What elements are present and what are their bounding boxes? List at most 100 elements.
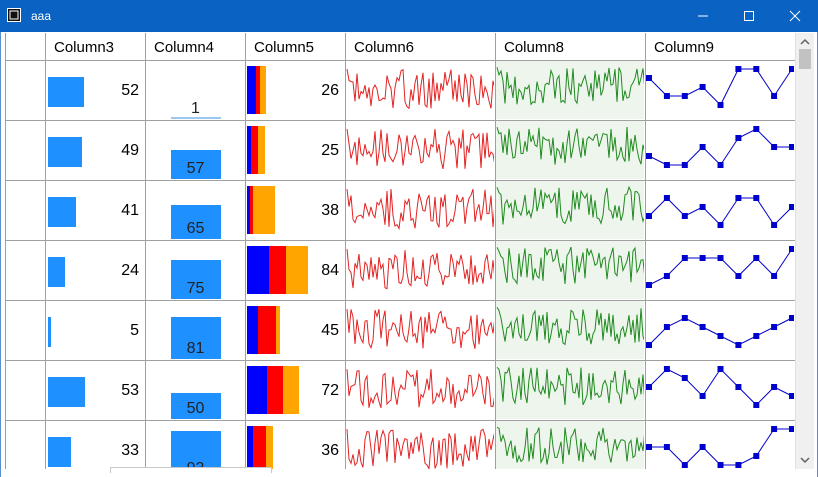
column-header-column8[interactable]: Column8	[496, 33, 646, 61]
column9-line	[648, 368, 793, 406]
column9-marker	[681, 162, 688, 168]
row-header[interactable]	[6, 61, 46, 121]
cell-column8[interactable]	[496, 121, 646, 181]
cell-column3[interactable]: 53	[46, 361, 146, 421]
cell-column5[interactable]: 72	[246, 361, 346, 421]
cell-column5[interactable]: 38	[246, 181, 346, 241]
row-header[interactable]	[6, 421, 46, 469]
column8-sparkline-line	[496, 365, 644, 406]
cell-column4[interactable]: 1	[146, 61, 246, 121]
cell-column8[interactable]	[496, 301, 646, 361]
cell-column9[interactable]	[646, 181, 796, 241]
close-icon	[789, 10, 801, 22]
column9-marker	[663, 324, 670, 330]
column9-line-chart	[646, 246, 794, 288]
column9-marker	[735, 384, 742, 390]
row-header[interactable]	[6, 241, 46, 301]
column3-bar	[48, 137, 82, 167]
cell-column5[interactable]: 45	[246, 301, 346, 361]
horizontal-scroll-thumb[interactable]	[110, 467, 272, 473]
column9-marker	[663, 444, 670, 450]
column8-sparkline-line	[496, 126, 644, 165]
cell-column6[interactable]	[346, 301, 496, 361]
column9-line-chart	[646, 366, 794, 408]
cell-column6[interactable]	[346, 361, 496, 421]
cell-column3[interactable]: 5	[46, 301, 146, 361]
row-header[interactable]	[6, 361, 46, 421]
scroll-thumb[interactable]	[799, 49, 811, 69]
cell-column5[interactable]: 25	[246, 121, 346, 181]
column8-sparkline-line	[496, 185, 644, 225]
column8-area-fill	[496, 181, 644, 239]
row-header-corner[interactable]	[6, 33, 46, 61]
column5-value: 25	[321, 142, 339, 159]
column9-marker	[699, 84, 706, 90]
maximize-icon	[744, 11, 754, 21]
column5-value: 72	[321, 382, 339, 399]
data-grid[interactable]: Column3 Column4 Column5 Column6 Column8 Colum…	[5, 33, 796, 469]
cell-column9[interactable]	[646, 241, 796, 301]
maximize-button[interactable]	[726, 0, 772, 32]
column6-sparkline-line	[346, 309, 494, 350]
scroll-up-icon[interactable]	[796, 35, 814, 49]
cell-column4[interactable]: 75	[146, 241, 246, 301]
cell-column9[interactable]	[646, 121, 796, 181]
cell-column6[interactable]	[346, 181, 496, 241]
cell-column8[interactable]	[496, 241, 646, 301]
row-header[interactable]	[6, 301, 46, 361]
column9-line	[648, 317, 793, 346]
cell-column3[interactable]: 41	[46, 181, 146, 241]
cell-column4[interactable]: 50	[146, 361, 246, 421]
cell-column6[interactable]	[346, 421, 496, 469]
cell-column9[interactable]	[646, 421, 796, 469]
column9-marker	[789, 66, 794, 72]
cell-column8[interactable]	[496, 421, 646, 469]
cell-column6[interactable]	[346, 121, 496, 181]
column6-sparkline-line	[346, 188, 494, 231]
column9-marker	[699, 393, 706, 399]
cell-column8[interactable]	[496, 61, 646, 121]
cell-column4[interactable]: 57	[146, 121, 246, 181]
cell-column5[interactable]: 36	[246, 421, 346, 469]
cell-column4[interactable]: 81	[146, 301, 246, 361]
vertical-scrollbar[interactable]	[795, 33, 814, 469]
column9-line-chart	[646, 315, 794, 348]
column-header-column6[interactable]: Column6	[346, 33, 496, 61]
cell-column5[interactable]: 26	[246, 61, 346, 121]
minimize-button[interactable]	[680, 0, 726, 32]
column9-marker	[681, 462, 688, 468]
cell-column3[interactable]: 49	[46, 121, 146, 181]
cell-column3[interactable]: 24	[46, 241, 146, 301]
column8-sparkline-line	[496, 307, 644, 346]
column9-marker	[681, 375, 688, 381]
cell-column9[interactable]	[646, 361, 796, 421]
row-header[interactable]	[6, 121, 46, 181]
cell-column6[interactable]	[346, 61, 496, 121]
column6-sparkline	[346, 249, 494, 290]
close-button[interactable]	[772, 0, 818, 32]
column-header-column4[interactable]: Column4	[146, 33, 246, 61]
column9-marker	[735, 273, 742, 279]
cell-column4[interactable]: 65	[146, 181, 246, 241]
column9-line-chart	[646, 195, 794, 228]
column9-marker	[681, 213, 688, 219]
column5-value: 38	[321, 202, 339, 219]
column5-segment-red	[256, 66, 260, 114]
scroll-down-icon[interactable]	[796, 453, 814, 467]
column9-marker	[753, 333, 760, 339]
cell-column5[interactable]: 84	[246, 241, 346, 301]
column3-value: 49	[121, 142, 139, 159]
row-header[interactable]	[6, 181, 46, 241]
cell-column6[interactable]	[346, 241, 496, 301]
column-header-column9[interactable]: Column9	[646, 33, 796, 61]
column-header-column5[interactable]: Column5	[246, 33, 346, 61]
cell-column3[interactable]: 52	[46, 61, 146, 121]
cell-column3[interactable]: 33	[46, 421, 146, 469]
column9-line-chart	[646, 426, 794, 468]
cell-column8[interactable]	[496, 361, 646, 421]
cell-column8[interactable]	[496, 181, 646, 241]
cell-column9[interactable]	[646, 61, 796, 121]
cell-column4[interactable]: 93	[146, 421, 246, 469]
column-header-column3[interactable]: Column3	[46, 33, 146, 61]
cell-column9[interactable]	[646, 301, 796, 361]
